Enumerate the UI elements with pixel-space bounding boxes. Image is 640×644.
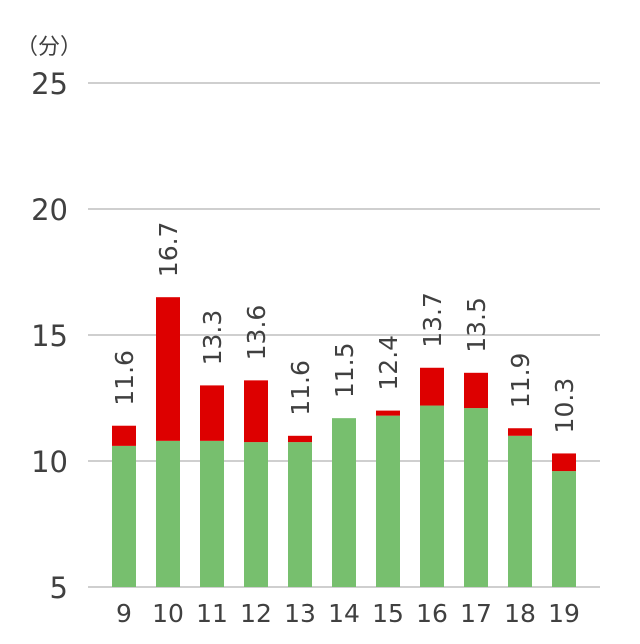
x-tick-label: 11: [196, 599, 228, 628]
bar-segment-red: [464, 372, 488, 409]
total-label: 13.6: [242, 305, 271, 361]
y-tick-label: 20: [31, 193, 68, 227]
total-label: 11.6: [286, 360, 315, 416]
bar-segment-red: [200, 385, 224, 441]
bar-segment-red: [508, 428, 532, 436]
total-label: 13.7: [418, 292, 447, 348]
y-tick-label: 25: [31, 67, 68, 101]
y-tick-label: 5: [50, 571, 68, 605]
bar-segment-red: [288, 435, 312, 443]
total-label: 11.9: [506, 353, 535, 409]
total-label: 10.3: [550, 378, 579, 434]
x-tick-label: 10: [152, 599, 184, 628]
x-tick-label: 17: [460, 599, 492, 628]
y-tick-label: 10: [31, 445, 68, 479]
x-tick-label: 12: [240, 599, 272, 628]
x-tick-label: 19: [548, 599, 580, 628]
bar-segment-red: [112, 425, 136, 446]
x-tick-label: 16: [416, 599, 448, 628]
bar-segment-green: [156, 440, 180, 587]
bar-segment-green: [464, 408, 488, 587]
bar-segment-green: [552, 471, 576, 587]
bar-segment-green: [508, 435, 532, 587]
bar-segment-green: [420, 405, 444, 587]
total-label: 13.3: [198, 310, 227, 366]
bar-segment-green: [288, 442, 312, 587]
total-label: 16.7: [154, 222, 183, 278]
bar-segment-red: [244, 380, 268, 443]
total-label: 12.4: [374, 335, 403, 391]
bar-segment-green: [376, 415, 400, 587]
bar-segment-red: [552, 453, 576, 472]
bar-segment-red: [156, 297, 180, 441]
x-tick-label: 13: [284, 599, 316, 628]
bar-segment-red: [376, 410, 400, 416]
unit-label: （分）: [16, 35, 82, 60]
bar-segment-red: [420, 367, 444, 406]
y-tick-label: 15: [31, 319, 68, 353]
bar-segment-green: [200, 440, 224, 587]
total-label: 11.6: [110, 350, 139, 406]
bar-segment-green: [332, 418, 356, 587]
bar-segment-green: [244, 442, 268, 587]
x-tick-label: 14: [328, 599, 360, 628]
total-label: 11.5: [330, 342, 359, 398]
x-tick-label: 9: [116, 599, 132, 628]
bar-segment-green: [112, 445, 136, 587]
x-tick-label: 15: [372, 599, 404, 628]
x-tick-label: 18: [504, 599, 536, 628]
total-label: 13.5: [462, 297, 491, 353]
